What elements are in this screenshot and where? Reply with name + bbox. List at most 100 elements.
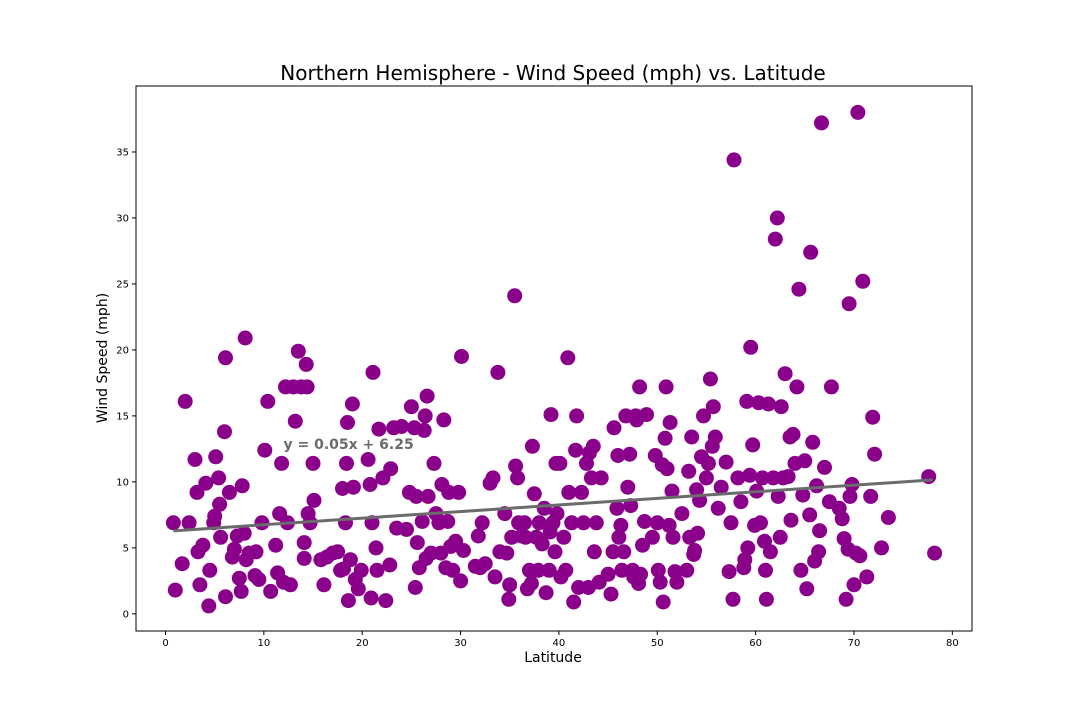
data-point xyxy=(340,593,356,609)
data-point xyxy=(797,453,813,469)
x-tick-label: 70 xyxy=(848,638,861,649)
data-point xyxy=(690,525,706,541)
data-point xyxy=(855,273,871,289)
data-point xyxy=(718,454,734,470)
data-point xyxy=(552,455,568,471)
data-point xyxy=(586,544,602,560)
data-point xyxy=(785,426,801,442)
y-tick-label: 10 xyxy=(116,477,129,488)
data-point xyxy=(687,543,703,558)
data-point xyxy=(510,470,526,486)
data-point xyxy=(655,594,671,610)
data-point xyxy=(218,589,233,605)
data-point xyxy=(167,582,183,598)
data-point xyxy=(710,500,726,516)
x-tick-label: 30 xyxy=(454,638,467,649)
data-point xyxy=(342,552,358,568)
data-point xyxy=(257,442,273,458)
data-point xyxy=(644,529,660,545)
data-point xyxy=(777,366,793,382)
data-point xyxy=(248,544,264,560)
data-point xyxy=(702,371,718,387)
data-point xyxy=(407,580,423,595)
data-point xyxy=(226,541,242,557)
data-point xyxy=(192,577,208,593)
data-point xyxy=(363,590,379,606)
data-point xyxy=(282,577,298,593)
data-point xyxy=(713,479,729,495)
data-point xyxy=(789,379,805,395)
data-point xyxy=(606,420,622,436)
data-point xyxy=(490,364,506,380)
data-point xyxy=(362,477,378,492)
data-point xyxy=(526,486,542,502)
data-point xyxy=(530,562,546,578)
regression-layer xyxy=(173,478,933,533)
data-point xyxy=(368,540,384,556)
data-point xyxy=(622,446,638,462)
data-point xyxy=(620,479,636,495)
data-point xyxy=(707,429,723,445)
data-point xyxy=(698,470,714,486)
data-point xyxy=(696,408,711,424)
data-point xyxy=(739,393,755,409)
data-point xyxy=(780,469,796,485)
x-tick-label: 50 xyxy=(651,638,664,649)
data-point xyxy=(809,478,825,494)
data-point xyxy=(733,494,749,510)
y-axis-label: Wind Speed (mph) xyxy=(95,293,111,423)
data-point xyxy=(298,356,314,372)
data-point xyxy=(296,535,312,551)
regression-equation: y = 0.05x + 6.25 xyxy=(284,437,414,453)
data-point xyxy=(419,388,435,404)
data-point xyxy=(793,562,809,578)
data-point xyxy=(755,470,770,486)
data-point xyxy=(758,562,773,578)
data-point xyxy=(684,429,700,445)
data-point xyxy=(378,593,394,609)
data-point xyxy=(603,586,619,602)
data-point xyxy=(576,515,591,531)
data-point xyxy=(661,517,677,533)
data-point xyxy=(700,455,716,471)
data-point xyxy=(237,330,253,346)
data-point xyxy=(187,452,203,467)
data-point xyxy=(841,296,857,312)
data-point xyxy=(202,562,218,578)
data-point xyxy=(305,455,321,471)
data-point xyxy=(838,591,854,607)
data-point xyxy=(773,399,789,415)
data-point xyxy=(233,583,249,599)
data-point xyxy=(217,424,232,440)
data-point xyxy=(674,506,690,522)
data-point xyxy=(403,399,419,415)
data-point xyxy=(316,577,332,593)
data-point xyxy=(834,511,850,527)
data-point xyxy=(859,569,875,585)
data-point xyxy=(842,488,858,504)
plot-frame xyxy=(135,85,973,632)
data-point xyxy=(501,591,517,607)
data-point xyxy=(802,507,818,523)
data-point xyxy=(650,562,666,578)
data-point xyxy=(600,566,616,582)
data-point xyxy=(195,537,211,553)
data-point xyxy=(569,408,585,424)
data-point xyxy=(561,484,577,500)
data-point xyxy=(560,350,576,366)
data-point xyxy=(174,556,190,572)
y-tick-label: 5 xyxy=(123,543,129,554)
x-axis-label: Latitude xyxy=(524,650,582,666)
data-point xyxy=(445,562,461,578)
data-point xyxy=(353,562,369,578)
data-point xyxy=(420,488,436,504)
y-tick-label: 25 xyxy=(116,279,129,290)
data-point xyxy=(296,550,312,566)
data-point xyxy=(181,515,197,531)
data-point xyxy=(499,545,515,561)
data-point xyxy=(251,572,267,587)
data-point xyxy=(681,463,697,479)
data-point xyxy=(263,583,279,599)
data-point xyxy=(340,415,355,430)
